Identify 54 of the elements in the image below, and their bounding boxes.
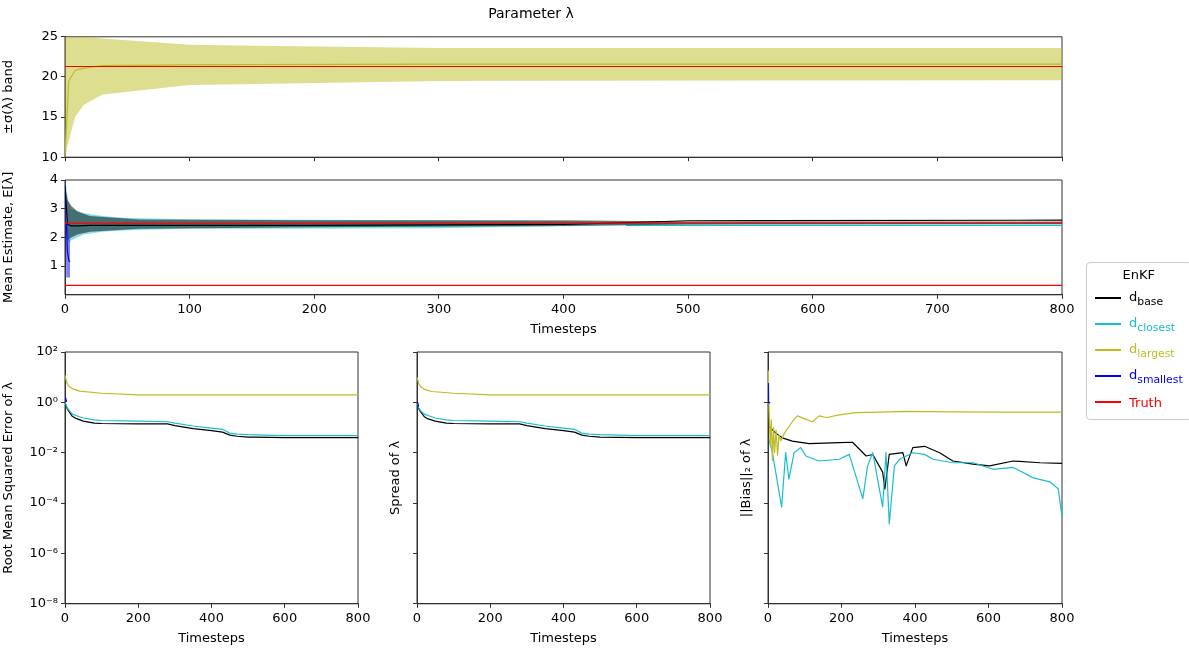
x-tick-label: 600 <box>976 609 1001 625</box>
legend-label: d$_{largest}$ <box>1129 340 1175 360</box>
x-tick-label: 200 <box>477 609 503 625</box>
x-axis-title: Timesteps <box>177 629 246 645</box>
x-axis-title: Timesteps <box>529 320 598 336</box>
y-axis-title: ±σ(λ) band <box>0 60 16 134</box>
x-tick-label: 300 <box>426 300 452 316</box>
text: d$_{closest}$ <box>1129 314 1176 334</box>
x-tick-label: 600 <box>800 300 826 316</box>
text: d$_{base}$ <box>1129 288 1164 308</box>
y-tick-label: 10⁻⁶ <box>29 544 58 560</box>
x-tick-label: 0 <box>60 300 70 316</box>
x-tick-label: 0 <box>60 609 70 625</box>
text: d$_{smallest}$ <box>1129 366 1183 386</box>
x-tick-label: 600 <box>272 609 298 625</box>
x-tick-label: 700 <box>924 300 950 316</box>
x-tick-label: 800 <box>1049 300 1075 316</box>
y-tick-label: 1 <box>49 257 58 273</box>
y-axis-title: Root Mean Squared Error of λ <box>0 381 16 574</box>
y-tick-label: 10 <box>41 148 58 164</box>
x-tick-label: 400 <box>551 300 576 316</box>
chart-title: Parameter λ <box>488 5 574 22</box>
x-axis-title: Timesteps <box>529 629 598 645</box>
x-tick-label: 500 <box>675 300 701 316</box>
x-tick-label: 800 <box>1049 609 1075 625</box>
y-axis-title: Mean Estimate, E[λ] <box>0 171 16 304</box>
x-tick-label: 200 <box>301 300 327 316</box>
y-tick-label: 10⁰ <box>36 393 58 409</box>
y-tick-label: 2 <box>49 228 58 244</box>
x-tick-label: 200 <box>829 609 854 625</box>
y-tick-label: 10² <box>36 343 58 359</box>
y-tick-label: 3 <box>49 200 58 216</box>
y-tick-label: 20 <box>41 68 58 84</box>
y-tick-label: 4 <box>49 171 58 187</box>
y-tick-label: 10⁻² <box>29 444 58 460</box>
x-tick-label: 600 <box>624 609 650 625</box>
y-tick-label: 15 <box>41 108 58 124</box>
x-tick-label: 200 <box>125 609 151 625</box>
x-tick-label: 800 <box>697 609 723 625</box>
y-tick-label: 25 <box>41 28 58 44</box>
x-tick-label: 800 <box>345 609 371 625</box>
x-tick-label: 400 <box>199 609 224 625</box>
y-axis-title: Spread of λ <box>387 440 403 516</box>
legend-title: EnKF <box>1121 267 1157 282</box>
x-tick-label: 0 <box>412 609 422 625</box>
y-tick-label: 10⁻⁸ <box>29 595 58 611</box>
legend-label: Truth <box>1129 394 1162 410</box>
x-tick-label: 400 <box>902 609 928 625</box>
x-axis-title: Timesteps <box>880 629 949 645</box>
y-tick-label: 10⁻⁴ <box>29 494 58 510</box>
x-tick-label: 400 <box>551 609 576 625</box>
x-tick-label: 100 <box>177 300 203 316</box>
x-tick-label: 0 <box>763 609 773 625</box>
y-axis-title: ||Bias||₂ of λ <box>738 438 754 518</box>
